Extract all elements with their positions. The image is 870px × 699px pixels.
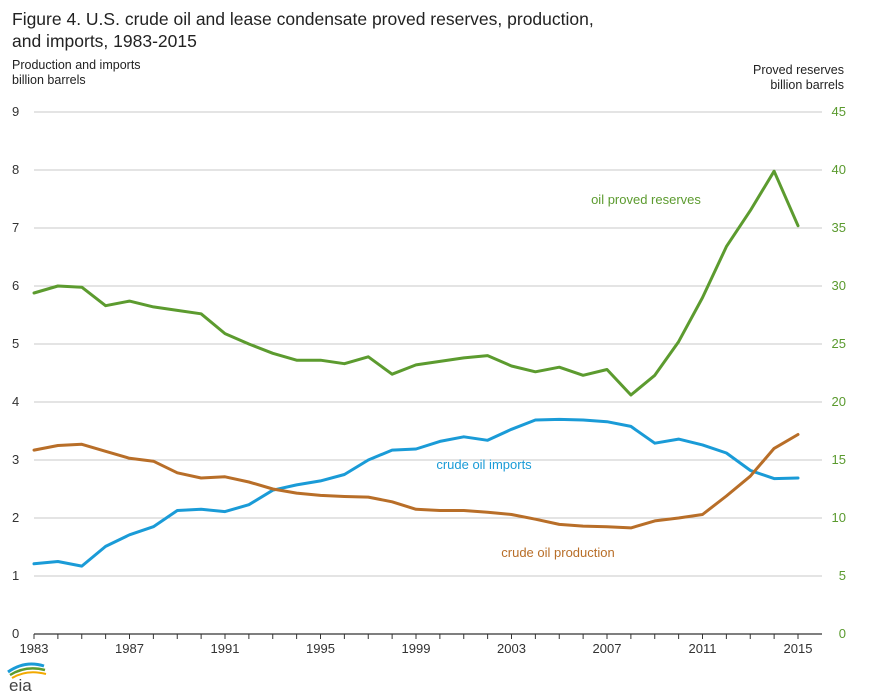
oil-proved-reserves-line xyxy=(32,169,800,397)
right-tick-label: 35 xyxy=(832,220,846,235)
chart-title-line-1: Figure 4. U.S. crude oil and lease conde… xyxy=(12,9,594,29)
left-tick-label: 0 xyxy=(12,626,19,641)
right-axis-title-line-2: billion barrels xyxy=(770,78,844,92)
left-axis-title: Production and imports billion barrels xyxy=(12,58,141,88)
right-tick-label: 25 xyxy=(832,336,846,351)
left-axis-title-line-1: Production and imports xyxy=(12,58,141,72)
right-tick-label: 20 xyxy=(832,394,846,409)
left-tick-label: 3 xyxy=(12,452,19,467)
right-tick-label: 0 xyxy=(839,626,846,641)
chart-title-line-2: and imports, 1983-2015 xyxy=(12,31,197,51)
x-tick-label: 2011 xyxy=(689,641,717,656)
gridlines xyxy=(34,111,822,577)
x-tick-label: 1983 xyxy=(20,641,49,656)
right-axis-title-line-1: Proved reserves xyxy=(752,63,844,77)
x-tick-label: 2015 xyxy=(784,641,813,656)
right-tick-label: 10 xyxy=(832,510,846,525)
right-tick-label: 45 xyxy=(832,104,846,119)
x-tick-label: 1991 xyxy=(211,641,240,656)
left-tick-label: 7 xyxy=(12,220,19,235)
right-axis-title: Proved reserves billion barrels xyxy=(753,63,844,93)
eia-logo-text: eia xyxy=(9,676,32,694)
crude-oil-production-line xyxy=(32,433,800,530)
chart-title: Figure 4. U.S. crude oil and lease conde… xyxy=(12,8,712,52)
oil-proved-reserves-label: oil proved reserves xyxy=(591,192,701,207)
annotations: oil proved reserves crude oil imports crud… xyxy=(436,192,701,560)
left-tick-label: 2 xyxy=(12,510,19,525)
x-tick-label: 2003 xyxy=(497,641,526,656)
x-tick-label: 1995 xyxy=(306,641,335,656)
left-tick-label: 6 xyxy=(12,278,19,293)
left-tick-label: 1 xyxy=(12,568,19,583)
right-tick-label: 30 xyxy=(832,278,846,293)
series-lines xyxy=(32,169,800,568)
x-tick-label: 2007 xyxy=(593,641,622,656)
eia-logo-icon: eia xyxy=(7,662,47,694)
left-tick-label: 9 xyxy=(12,104,19,119)
x-tick-label: 1987 xyxy=(115,641,144,656)
right-tick-label: 15 xyxy=(832,452,846,467)
x-tick-label: 1999 xyxy=(402,641,431,656)
crude-oil-production-label: crude oil production xyxy=(501,545,614,560)
left-tick-label: 4 xyxy=(12,394,19,409)
right-tick-label: 40 xyxy=(832,162,846,177)
left-tick-label: 5 xyxy=(12,336,19,351)
crude-oil-imports-label: crude oil imports xyxy=(436,457,532,472)
right-tick-label: 5 xyxy=(839,568,846,583)
left-axis-title-line-2: billion barrels xyxy=(12,73,86,87)
crude-oil-imports-line xyxy=(32,417,800,568)
left-tick-label: 8 xyxy=(12,162,19,177)
